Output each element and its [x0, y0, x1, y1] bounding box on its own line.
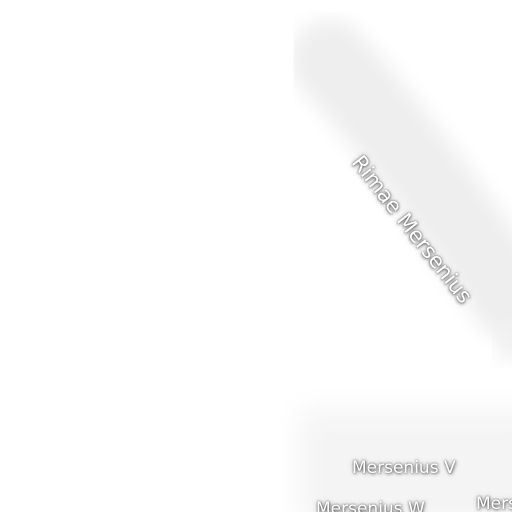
crater-label-mersenius-v[interactable]: Mersenius V: [352, 458, 456, 478]
lower-shade: [300, 410, 512, 512]
crater-label-edge[interactable]: Mers: [476, 494, 512, 512]
crater-label-mersenius-w[interactable]: Mersenius W: [316, 499, 425, 512]
rille-shade: [290, 20, 512, 340]
right-edge-shade: [498, 320, 512, 360]
